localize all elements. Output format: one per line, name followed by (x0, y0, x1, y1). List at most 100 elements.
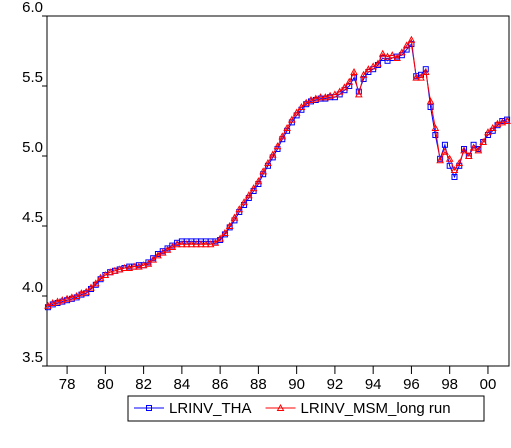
marker (206, 240, 215, 248)
marker (484, 128, 492, 136)
marker (288, 115, 296, 123)
marker (450, 165, 459, 173)
x-tick-label: 80 (97, 376, 114, 393)
y-tick-label: 5.5 (22, 69, 43, 86)
marker (326, 91, 334, 99)
marker (354, 90, 363, 98)
marker (77, 289, 86, 297)
y-tick-label: 6.0 (22, 0, 43, 16)
marker (187, 240, 196, 248)
marker (316, 93, 325, 101)
marker (192, 240, 201, 248)
marker (63, 294, 71, 302)
plot-frame (46, 15, 510, 367)
marker (201, 240, 210, 248)
x-tick-label: 92 (327, 376, 344, 393)
marker (221, 228, 229, 236)
x-tick-label: 00 (480, 376, 497, 393)
marker (130, 262, 138, 270)
legend-marker (276, 403, 285, 411)
marker (393, 53, 401, 61)
marker (421, 67, 430, 75)
marker (225, 221, 234, 229)
y-tick-label: 4.5 (22, 209, 43, 226)
y-tick-label: 4.0 (22, 279, 43, 296)
marker (144, 259, 153, 267)
marker (173, 240, 181, 248)
x-tick-label: 86 (212, 376, 229, 393)
marker (149, 255, 158, 263)
marker (139, 261, 148, 269)
marker (115, 265, 124, 273)
marker (244, 191, 253, 199)
x-tick-label: 78 (59, 376, 76, 393)
marker (178, 240, 186, 248)
x-tick-label: 98 (441, 376, 458, 393)
marker (249, 184, 258, 192)
x-tick-label: 88 (250, 376, 267, 393)
marker (469, 143, 478, 151)
marker (426, 97, 435, 105)
x-tick-label: 84 (174, 376, 191, 393)
legend-label: LRINV_MSM_long run (301, 400, 451, 417)
marker (259, 167, 268, 175)
marker (58, 296, 67, 304)
legend-box (127, 395, 485, 422)
marker (91, 279, 100, 287)
y-tick-label: 3.5 (22, 349, 43, 366)
marker (431, 123, 440, 131)
marker (254, 177, 263, 185)
marker (417, 73, 425, 81)
x-tick-label: 96 (403, 376, 420, 393)
marker (307, 95, 315, 103)
marker (340, 83, 349, 91)
marker (283, 123, 291, 131)
marker (264, 158, 272, 166)
marker (111, 266, 119, 274)
marker (235, 205, 244, 213)
marker (297, 102, 306, 110)
series-line (47, 38, 508, 307)
marker (125, 263, 134, 271)
marker (48, 298, 57, 306)
marker (211, 238, 220, 246)
marker (460, 146, 468, 154)
marker (106, 268, 114, 276)
marker (455, 158, 464, 166)
marker (240, 198, 248, 206)
marker (374, 59, 382, 67)
marker (216, 234, 224, 242)
legend-label: LRINV_THA (169, 400, 252, 417)
marker (412, 73, 421, 81)
marker (53, 297, 62, 305)
marker (345, 77, 354, 85)
marker (451, 174, 458, 180)
marker (441, 141, 448, 148)
marker (230, 213, 239, 221)
marker (268, 150, 277, 158)
marker (292, 108, 301, 116)
marker (383, 52, 392, 60)
x-tick-label: 90 (288, 376, 305, 393)
marker (432, 132, 439, 138)
marker (335, 87, 344, 95)
marker (321, 93, 330, 101)
marker (359, 70, 368, 78)
marker (498, 118, 507, 126)
marker (278, 132, 287, 140)
marker (402, 41, 411, 49)
marker (427, 104, 434, 110)
marker (445, 154, 454, 162)
marker (134, 262, 143, 270)
marker (493, 119, 502, 127)
marker (474, 146, 483, 154)
legend-marker (146, 405, 152, 411)
marker (82, 287, 91, 295)
y-tick-label: 5.0 (22, 139, 43, 156)
marker (388, 51, 397, 59)
marker (120, 263, 129, 271)
marker (346, 83, 353, 89)
marker (441, 147, 449, 155)
